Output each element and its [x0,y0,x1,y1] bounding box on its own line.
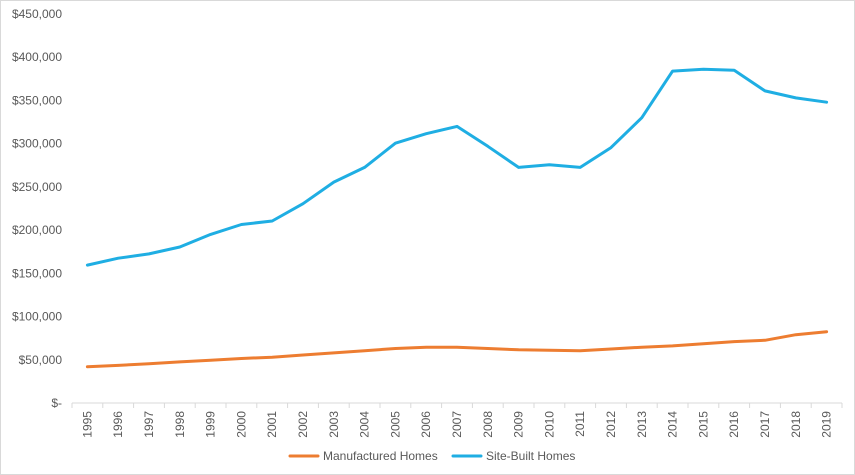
x-tick-label: 2014 [666,411,680,438]
x-tick-label: 2017 [758,411,772,438]
x-tick-label: 1995 [80,411,94,438]
data-point [301,353,305,357]
x-tick-label: 2004 [358,411,372,438]
x-tick-label: 1999 [204,411,218,438]
data-point [147,252,151,256]
data-point [548,349,551,352]
x-tick-label: 2010 [542,411,556,438]
data-point [209,233,212,236]
data-point [702,342,705,345]
data-point [733,68,736,72]
x-tick-label: 2002 [296,411,310,438]
x-tick-label: 2018 [789,411,803,438]
x-tick-label: 2015 [696,411,710,438]
data-point [671,344,674,348]
x-tick-label: 1997 [142,411,156,438]
y-tick-label: $250,000 [12,180,62,194]
data-point [671,69,674,73]
legend: Manufactured Homes Site-Built Homes [288,449,575,463]
y-tick-label: $50,000 [19,353,63,367]
data-point [609,146,613,149]
data-point [271,219,274,223]
legend-item: Site-Built Homes [451,449,575,463]
data-point [209,359,212,362]
x-tick-label: 2001 [265,411,279,438]
data-point [271,355,274,359]
data-point [178,245,181,249]
data-point [733,340,736,343]
data-point [86,263,89,267]
data-point [609,347,613,351]
y-axis: $- $50,000 $100,000 $150,000 $200,000 $250,00… [12,7,62,410]
data-point [147,362,151,365]
x-tick-label: 2011 [573,411,587,437]
data-point [117,364,120,367]
x-tick-label: 2009 [512,411,526,438]
x-tick-label: 2003 [327,411,341,438]
y-tick-label: $- [51,396,62,410]
data-point [794,333,797,336]
x-tick-label: 2005 [388,411,402,438]
data-point [640,346,643,349]
x-tick-label: 2008 [481,411,495,438]
x-tick-label: 2007 [450,411,464,438]
data-point [825,330,828,333]
data-point [517,348,520,352]
x-tick-label: 2012 [604,411,618,438]
legend-item: Manufactured Homes [288,449,438,463]
data-point [86,365,89,368]
data-point [240,357,243,360]
data-point [548,163,551,167]
data-point [455,346,459,349]
x-tick-label: 2013 [635,411,649,438]
data-point [517,166,520,169]
data-point [763,89,767,93]
x-tick-label: 2019 [820,411,834,438]
data-point [425,346,428,349]
y-tick-label: $100,000 [12,310,62,324]
data-point [117,257,120,260]
data-point [486,347,489,350]
y-tick-label: $350,000 [12,93,62,107]
data-point [455,125,459,128]
y-tick-label: $300,000 [12,137,62,151]
data-point [363,349,366,352]
data-point [178,360,181,364]
data-point [640,116,643,119]
legend-label: Site-Built Homes [486,449,575,463]
data-point [425,132,428,135]
data-point [579,349,582,352]
legend-label: Manufactured Homes [323,449,438,463]
data-point [301,202,305,205]
data-point [240,223,243,226]
data-point [332,351,335,355]
data-point [825,100,828,104]
data-point [363,166,366,169]
x-tick-label: 1998 [173,411,187,438]
series-layer [85,67,829,369]
data-point [702,68,705,71]
x-tick-label: 1996 [111,411,125,438]
y-tick-label: $200,000 [12,223,62,237]
data-point [794,96,797,100]
data-point [394,142,397,145]
x-tick-label: 2016 [727,411,741,438]
data-point [486,145,489,148]
data-point [763,339,767,342]
x-tick-label: 2006 [419,411,433,438]
y-tick-label: $150,000 [12,266,62,280]
data-point [332,180,335,184]
x-axis: 1995 1996 1997 1998 1999 2000 2001 2002 2003 2004… [71,402,843,438]
y-tick-label: $400,000 [12,50,62,64]
data-point [579,166,582,169]
x-tick-label: 2000 [234,411,248,438]
y-tick-label: $450,000 [12,7,62,21]
data-point [394,347,397,350]
